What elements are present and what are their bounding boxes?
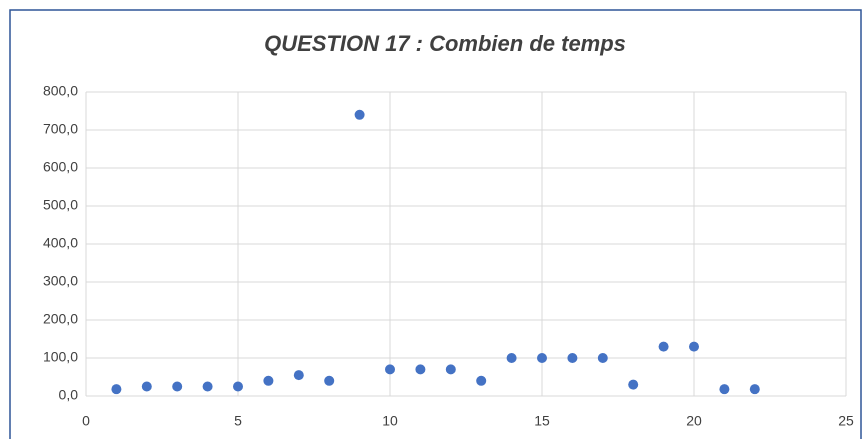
data-point (689, 341, 699, 352)
data-point (263, 375, 274, 386)
y-tick-label: 200,0 (43, 311, 78, 327)
y-tick-label: 500,0 (43, 197, 78, 213)
data-point (202, 381, 213, 392)
data-point (233, 381, 243, 392)
data-point (385, 364, 395, 375)
data-point (445, 364, 456, 375)
x-tick-label: 5 (234, 413, 242, 429)
data-point (354, 109, 365, 120)
x-tick-label: 10 (382, 413, 398, 429)
data-point (172, 381, 183, 392)
data-point (324, 375, 335, 386)
data-point (597, 353, 608, 363)
data-point (141, 381, 152, 392)
y-tick-label: 800,0 (43, 83, 78, 99)
chart-frame (9, 9, 862, 439)
x-tick-label: 15 (534, 413, 550, 429)
chart-title: QUESTION 17 : Combien de temps (264, 31, 626, 56)
data-point (749, 384, 760, 395)
x-tick-label: 25 (838, 413, 854, 429)
x-tick-label: 0 (82, 413, 90, 429)
data-point (111, 384, 122, 395)
y-tick-label: 300,0 (43, 273, 78, 289)
y-tick-label: 700,0 (43, 121, 78, 137)
data-point (628, 379, 639, 390)
data-point (658, 341, 669, 352)
y-tick-label: 600,0 (43, 159, 78, 175)
data-point (719, 384, 730, 395)
data-point (293, 370, 304, 381)
data-point (506, 353, 517, 363)
data-point (476, 375, 487, 386)
x-tick-label: 20 (686, 413, 702, 429)
y-tick-label: 0,0 (59, 387, 79, 403)
data-point (567, 353, 578, 363)
y-tick-label: 400,0 (43, 235, 78, 251)
data-point (537, 353, 547, 363)
y-tick-label: 100,0 (43, 349, 78, 365)
data-point (415, 364, 426, 375)
